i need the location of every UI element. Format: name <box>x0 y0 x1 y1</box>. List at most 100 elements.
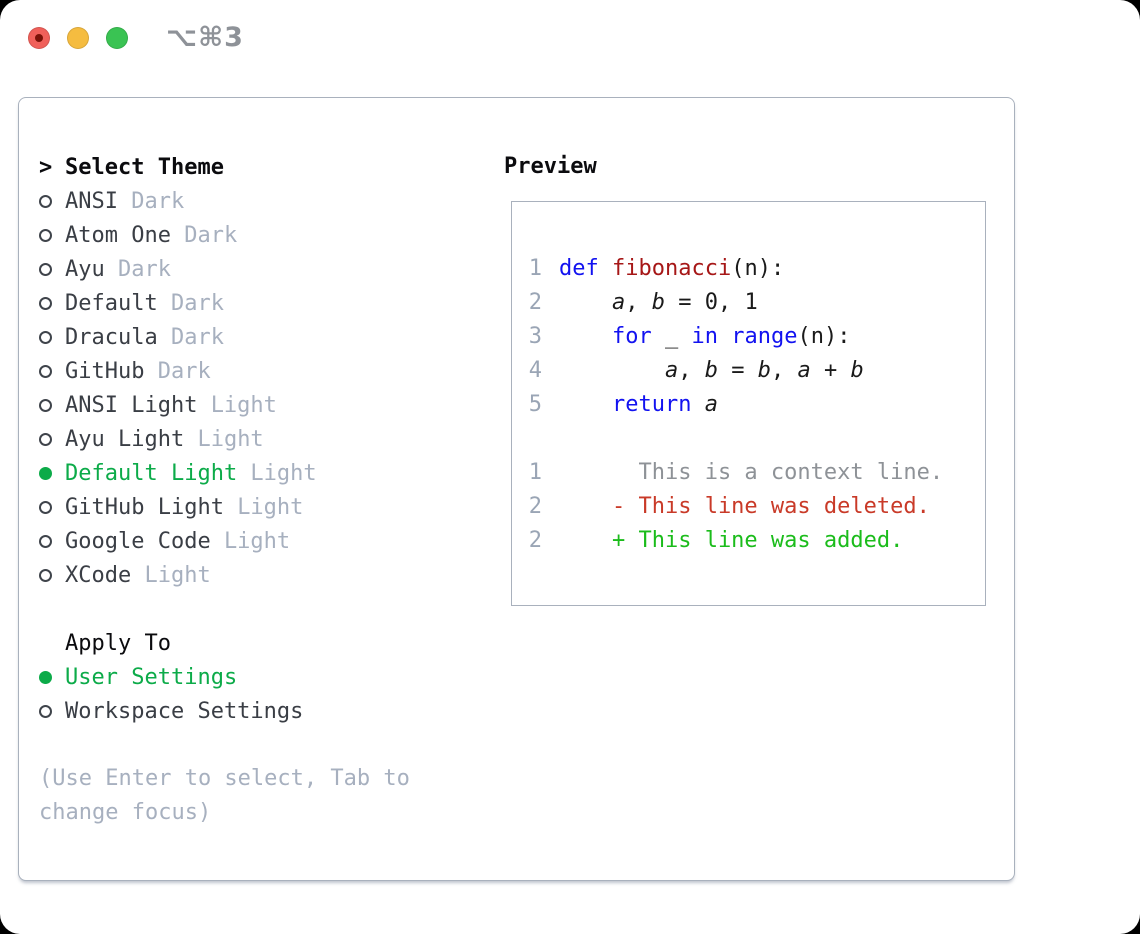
theme-variant: Dark <box>117 256 171 282</box>
theme-option[interactable]: GitHub Light Light <box>39 490 469 524</box>
code-content: def fibonacci(n): <box>559 256 785 281</box>
apply-option-label: User Settings <box>65 664 238 690</box>
radio-icon <box>39 704 52 718</box>
code-content: + This line was added. <box>559 528 904 553</box>
theme-variant: Light <box>210 392 277 418</box>
theme-variant: Light <box>237 494 304 520</box>
theme-variant: Light <box>250 460 317 486</box>
radio-icon <box>39 534 52 548</box>
focus-prompt-cell: > <box>39 155 65 180</box>
line-number: 2 <box>528 290 542 315</box>
radio-cell <box>39 364 65 378</box>
line-number: 2 <box>528 494 542 519</box>
spacer <box>39 592 469 626</box>
radio-cell <box>39 534 65 548</box>
theme-option[interactable]: Default Light Light <box>39 456 469 490</box>
code-line: 4 a, b = b, a + b <box>528 354 985 388</box>
line-number <box>528 422 542 456</box>
code-line: 2 + This line was added. <box>528 524 985 558</box>
theme-name: Dracula <box>65 324 158 350</box>
radio-cell <box>39 704 65 718</box>
theme-section-header: > Select Theme <box>39 150 469 184</box>
theme-option[interactable]: ANSI Dark <box>39 184 469 218</box>
radio-cell <box>39 398 65 412</box>
theme-name: Ayu Light <box>65 426 185 452</box>
code-line: 2 a, b = 0, 1 <box>528 286 985 320</box>
line-number: 1 <box>528 460 542 485</box>
radio-cell <box>39 432 65 446</box>
radio-cell <box>39 670 65 684</box>
apply-section-header: Apply To <box>39 626 469 660</box>
titlebar: ⌥⌘3 <box>0 0 1140 97</box>
code-content: for _ in range(n): <box>611 324 851 349</box>
radio-icon <box>39 364 52 378</box>
theme-name: ANSI <box>65 188 118 214</box>
theme-variant: Dark <box>184 222 238 248</box>
radio-selected-icon <box>39 670 52 684</box>
theme-name: Default Light <box>65 460 238 486</box>
theme-option[interactable]: Atom One Dark <box>39 218 469 252</box>
radio-cell <box>39 466 65 480</box>
theme-variant: Light <box>223 528 291 554</box>
radio-icon <box>39 330 52 344</box>
radio-icon <box>39 228 52 242</box>
apply-list: User Settings Workspace Settings <box>39 660 469 728</box>
radio-cell <box>39 194 65 208</box>
radio-icon <box>39 296 52 310</box>
minimize-button[interactable] <box>67 27 89 49</box>
close-button[interactable] <box>28 27 50 49</box>
line-number: 1 <box>528 256 542 281</box>
theme-option[interactable]: GitHub Dark <box>39 354 469 388</box>
radio-cell <box>39 228 65 242</box>
line-number: 3 <box>528 324 542 349</box>
line-number: 2 <box>528 528 542 553</box>
theme-option[interactable]: XCode Light <box>39 558 469 592</box>
radio-icon <box>39 432 52 446</box>
theme-option[interactable]: Ayu Dark <box>39 252 469 286</box>
code-content: - This line was deleted. <box>559 494 930 519</box>
window-title: ⌥⌘3 <box>166 22 244 53</box>
theme-option[interactable]: ANSI Light Light <box>39 388 469 422</box>
theme-option[interactable]: Ayu Light Light <box>39 422 469 456</box>
theme-variant: Light <box>197 426 264 452</box>
code-content: a, b = b, a + b <box>664 358 864 383</box>
left-column: > Select Theme ANSI Dark Atom One Dark Ayu Da… <box>39 150 469 830</box>
theme-name: ANSI Light <box>65 392 198 418</box>
radio-icon <box>39 500 52 514</box>
theme-variant: Dark <box>170 324 224 350</box>
radio-icon <box>39 194 52 208</box>
apply-option[interactable]: Workspace Settings <box>39 694 469 728</box>
radio-cell <box>39 330 65 344</box>
theme-name: GitHub Light <box>65 494 224 520</box>
code-content: a, b = 0, 1 <box>611 290 758 315</box>
apply-section-title: Apply To <box>65 630 171 656</box>
radio-cell <box>39 262 65 276</box>
focus-caret-icon: > <box>39 154 53 180</box>
radio-cell <box>39 296 65 310</box>
theme-variant: Dark <box>170 290 224 316</box>
apply-option[interactable]: User Settings <box>39 660 469 694</box>
radio-selected-icon <box>39 466 52 480</box>
theme-list: ANSI Dark Atom One Dark Ayu Dark Default Dark Dr… <box>39 184 469 592</box>
radio-icon <box>39 568 52 582</box>
theme-option[interactable]: Default Dark <box>39 286 469 320</box>
theme-option[interactable]: Google Code Light <box>39 524 469 558</box>
theme-name: XCode <box>65 562 132 588</box>
theme-option[interactable]: Dracula Dark <box>39 320 469 354</box>
zoom-button[interactable] <box>106 27 128 49</box>
theme-variant: Light <box>144 562 211 588</box>
theme-name: GitHub <box>65 358 145 384</box>
code-line: 1 def fibonacci(n): <box>528 252 985 286</box>
code-line: 2 - This line was deleted. <box>528 490 985 524</box>
theme-variant: Dark <box>131 188 185 214</box>
radio-icon <box>39 398 52 412</box>
code-line: 3 for _ in range(n): <box>528 320 985 354</box>
line-number: 5 <box>528 392 542 417</box>
radio-cell <box>39 500 65 514</box>
theme-name: Default <box>65 290 158 316</box>
code-content: return a <box>611 392 718 417</box>
apply-option-label: Workspace Settings <box>65 698 304 724</box>
code-line: 1 This is a context line. <box>528 456 985 490</box>
